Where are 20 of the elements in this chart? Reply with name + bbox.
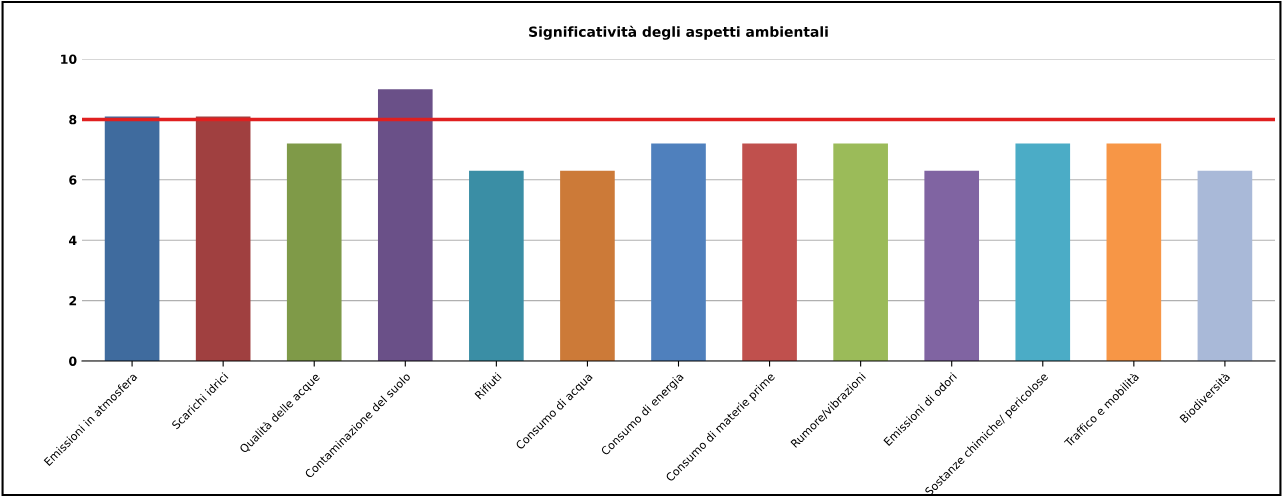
y-tick-label: 2 (69, 296, 77, 306)
bar (1015, 143, 1071, 361)
y-tick-label: 0 (69, 356, 77, 366)
chart-title: Significatività degli aspetti ambientali (529, 25, 828, 40)
bar (560, 170, 615, 361)
bar (924, 170, 980, 361)
bar (104, 116, 160, 361)
bar (651, 143, 706, 361)
bar (833, 143, 888, 361)
y-tick-label: 4 (69, 235, 77, 245)
bar (1106, 143, 1162, 361)
bar (377, 89, 433, 361)
y-tick-label: 6 (69, 175, 77, 185)
bar (195, 116, 251, 361)
bar (742, 143, 797, 361)
bar (1197, 170, 1253, 361)
bar (469, 170, 524, 361)
y-tick-label: 10 (61, 54, 77, 64)
y-tick-label: 8 (69, 114, 77, 125)
bar (286, 143, 342, 361)
